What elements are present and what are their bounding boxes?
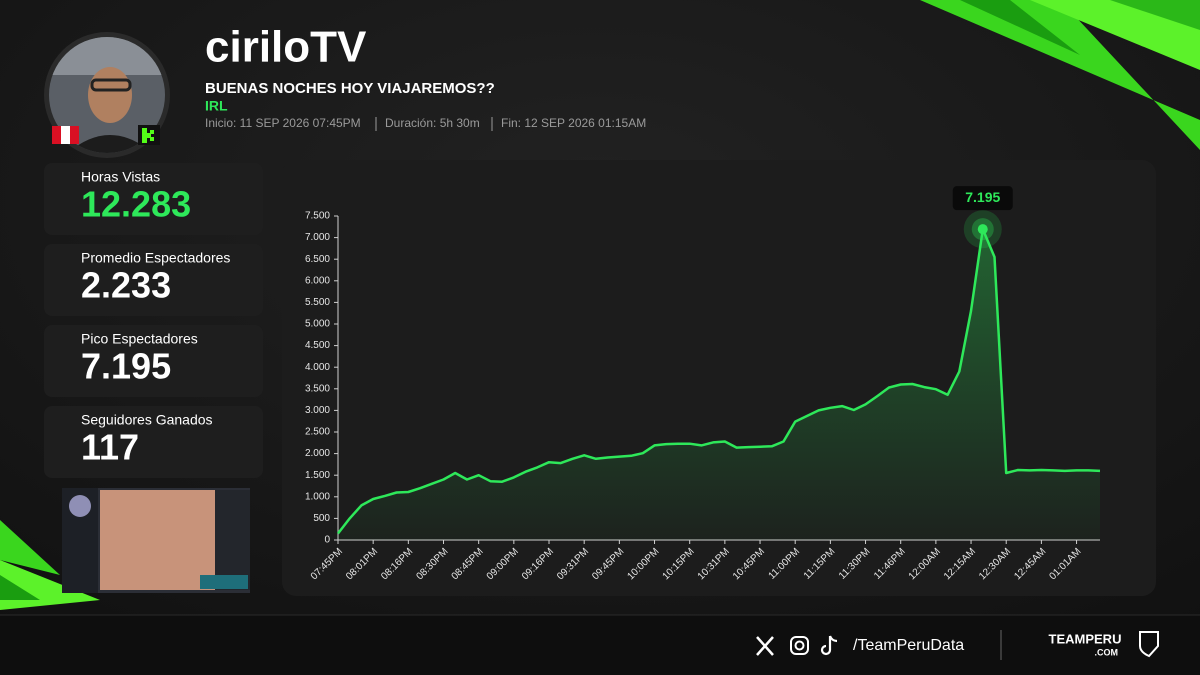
social-handle: /TeamPeruData	[853, 637, 964, 654]
y-tick-label: 4.500	[305, 340, 330, 351]
y-tick-label: 500	[313, 513, 330, 524]
stat-value: 117	[81, 427, 139, 468]
peak-label-box	[952, 186, 1013, 211]
y-tick-label: 5.500	[305, 297, 330, 308]
decor-bottom-left	[0, 520, 100, 610]
stat-card	[44, 325, 263, 397]
y-tick-label: 5.000	[305, 319, 330, 330]
peak-point	[977, 224, 988, 235]
y-tick-label: 2.500	[305, 427, 330, 438]
stat-label: Promedio Espectadores	[81, 250, 230, 266]
stat-label: Seguidores Ganados	[81, 412, 213, 428]
y-tick-label: 7.500	[305, 211, 330, 222]
y-tick-label: 2.000	[305, 448, 330, 459]
stat-card	[44, 163, 263, 235]
start-time: Inicio: 11 SEP 2026 07:45PM	[205, 116, 361, 130]
stat-card	[44, 406, 263, 478]
y-tick-label: 6.000	[305, 275, 330, 286]
stat-label: Horas Vistas	[81, 169, 160, 185]
flag-peru	[52, 126, 79, 144]
category: IRL	[205, 98, 228, 114]
stat-value: 7.195	[81, 346, 171, 387]
stream-meta: Inicio: 11 SEP 2026 07:45PM Duración: 5h…	[205, 116, 646, 131]
decor-top-right	[920, 0, 1200, 150]
stat-value: 12.283	[81, 184, 191, 225]
y-tick-label: 7.000	[305, 232, 330, 243]
duration: Duración: 5h 30m	[385, 116, 480, 130]
y-tick-label: 1.500	[305, 470, 330, 481]
stream-title: BUENAS NOCHES HOY VIAJAREMOS??	[205, 80, 495, 97]
footer-bar	[0, 615, 1200, 675]
y-tick-label: 0	[324, 535, 330, 546]
brand-shield	[1139, 631, 1159, 658]
line	[337, 227, 1101, 535]
end-time: Fin: 12 SEP 2026 01:15AM	[501, 116, 646, 130]
y-tick-label: 1.000	[305, 491, 330, 502]
stat-card	[44, 244, 263, 316]
y-tick-label: 4.000	[305, 362, 330, 373]
thumbnail	[62, 488, 250, 593]
brand: TEAMPERU	[1049, 631, 1122, 646]
kick-logo	[138, 125, 160, 145]
y-tick-label: 6.500	[305, 254, 330, 265]
area	[338, 229, 1100, 540]
channel-name: ciriloTV	[205, 23, 367, 72]
brand-suffix: .COM	[1095, 647, 1119, 657]
social-icons	[756, 635, 838, 656]
y-tick-label: 3.500	[305, 383, 330, 394]
stat-value: 2.233	[81, 265, 171, 306]
y-tick-label: 3.000	[305, 405, 330, 416]
peak-label: 7.195	[965, 189, 1000, 205]
stat-label: Pico Espectadores	[81, 331, 198, 347]
